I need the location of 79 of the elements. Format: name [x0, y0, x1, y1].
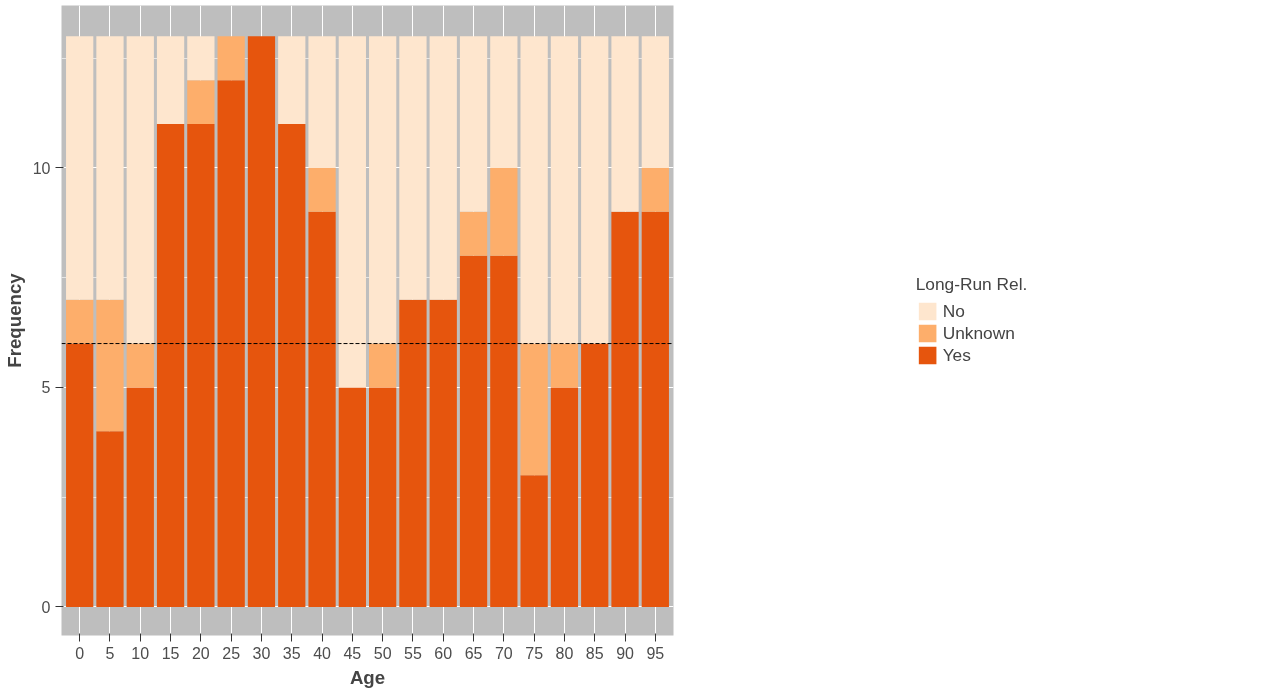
bar	[490, 36, 518, 168]
bar	[581, 343, 609, 607]
bar	[308, 211, 336, 607]
bar	[399, 299, 427, 607]
x-tick-label: 45	[343, 644, 362, 662]
bar	[641, 167, 669, 212]
bar	[66, 36, 94, 300]
bar	[217, 36, 245, 81]
bar	[369, 343, 397, 388]
bar	[247, 36, 276, 607]
x-tick-label: 60	[434, 644, 453, 662]
x-tick-label: 90	[616, 644, 635, 662]
x-tick-label: 5	[105, 644, 115, 662]
bar	[459, 255, 488, 607]
bar	[308, 36, 336, 168]
x-tick-label: 75	[525, 644, 544, 662]
x-tick-label: 80	[555, 644, 574, 662]
bar	[156, 124, 185, 607]
legend-label: No	[942, 300, 965, 322]
x-tick-label: 40	[313, 644, 332, 662]
bar	[550, 387, 579, 607]
bar	[550, 36, 579, 344]
bar	[187, 80, 215, 125]
x-tick-label: 85	[585, 644, 604, 662]
bar	[156, 36, 185, 125]
bar	[278, 36, 306, 125]
bar	[641, 36, 669, 168]
bar	[96, 299, 124, 432]
bar	[369, 387, 397, 607]
x-tick-label: 0	[75, 644, 85, 662]
x-tick-label: 30	[252, 644, 271, 662]
bar	[490, 167, 518, 256]
bar	[611, 211, 639, 607]
bar	[429, 36, 457, 300]
bar	[641, 211, 669, 607]
bar	[490, 255, 518, 607]
bar	[126, 36, 154, 344]
x-tick-label: 55	[404, 644, 422, 662]
bar	[338, 387, 366, 607]
bar	[369, 36, 397, 344]
bar	[611, 36, 639, 212]
bar	[429, 299, 457, 607]
bar	[126, 387, 154, 607]
bar	[338, 36, 366, 388]
x-axis-title: Age	[349, 666, 386, 688]
x-tick-label: 65	[464, 644, 483, 662]
bar	[399, 36, 427, 300]
y-tick-label: 5	[41, 379, 51, 397]
bar	[66, 299, 94, 344]
bar	[217, 80, 245, 607]
bar	[278, 124, 306, 607]
bar	[66, 343, 94, 607]
legend-title: Long-Run Rel.	[915, 274, 1028, 295]
bar	[520, 475, 548, 607]
bar	[308, 167, 336, 212]
y-axis-title: Frequency	[3, 272, 25, 368]
bar	[96, 36, 124, 300]
bar	[187, 36, 215, 81]
x-tick-label: 35	[282, 644, 301, 662]
bar	[459, 211, 488, 256]
legend-label: Yes	[942, 344, 971, 366]
bar	[520, 36, 548, 344]
bar	[187, 124, 215, 607]
y-tick-label: 10	[32, 159, 51, 177]
x-tick-label: 70	[494, 644, 513, 662]
x-tick-label: 50	[373, 644, 392, 662]
x-tick-label: 95	[646, 644, 665, 662]
bar	[126, 343, 154, 388]
y-tick-label: 0	[41, 598, 51, 616]
bar	[96, 431, 124, 607]
bar	[459, 36, 488, 212]
bar	[581, 36, 609, 344]
x-tick-label: 15	[161, 644, 180, 662]
x-tick-label: 10	[131, 644, 150, 662]
bar	[520, 343, 548, 476]
x-tick-label: 20	[191, 644, 210, 662]
legend-label: Unknown	[942, 322, 1015, 344]
x-tick-label: 25	[222, 644, 241, 662]
bar	[550, 343, 579, 388]
